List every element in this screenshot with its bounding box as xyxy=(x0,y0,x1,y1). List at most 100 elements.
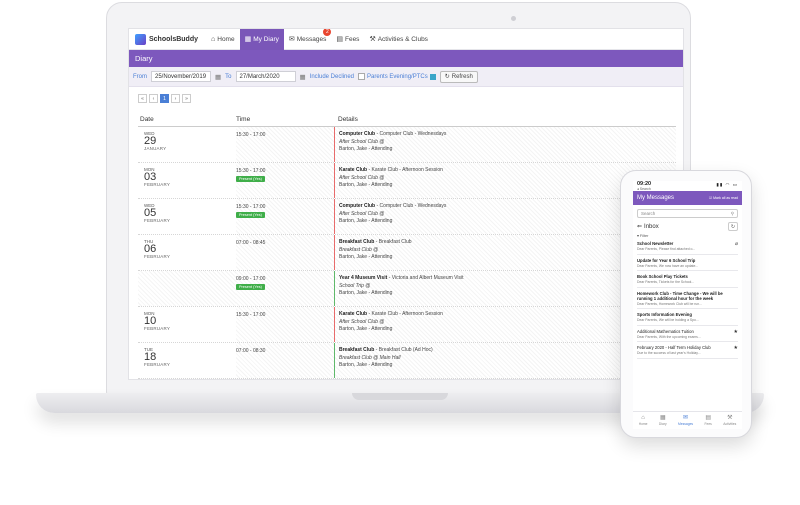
messages-title: My Messages xyxy=(637,195,675,201)
event-location: School Trip @ xyxy=(339,282,371,289)
search-icon: ⚲ xyxy=(730,210,734,216)
event-title[interactable]: Year 4 Museum Visit xyxy=(339,275,388,281)
paperclip-icon: ⌀ xyxy=(734,241,738,247)
mark-all-read-button[interactable]: ☑ Mark all as read xyxy=(709,196,738,200)
event-title[interactable]: Breakfast Club xyxy=(339,347,375,353)
table-row[interactable]: TUE 18 FEBRUARY 07:00 - 08:30 Breakfast Club… xyxy=(138,343,676,379)
message-title: Sports Information Evening xyxy=(637,312,692,317)
weekday: TUE xyxy=(144,347,153,352)
table-row[interactable]: 09:00 - 17:00 Present (Yes) Year 4 Museum … xyxy=(138,271,676,307)
table-body: WED 29 JANUARY 15:30 - 17:00 Computer Club -… xyxy=(138,127,676,379)
star-icon[interactable]: ★ xyxy=(733,328,738,335)
laptop-notch xyxy=(352,393,448,400)
message-item[interactable]: Homework Club - Time Change - We will be… xyxy=(637,288,738,309)
page-button[interactable]: ‹ xyxy=(149,94,158,103)
message-preview: Dear Parents, Tickets for the School... xyxy=(637,280,695,284)
details-cell: Karate Club - Karate Club - Afternoon Se… xyxy=(334,163,676,198)
tab-bar: ⌂ Home ▦ Diary ✉ Messages ▤ Fees ⚒ Activities xyxy=(633,411,742,429)
nav-my-diary[interactable]: ▦ My Diary xyxy=(239,29,284,50)
status-bar: 09:20 ◂ Search ▮▮ ◠ ▭ xyxy=(633,181,742,191)
include-declined-label[interactable]: Include Declined xyxy=(309,73,355,80)
weekday: MON xyxy=(144,311,155,316)
weekday: MON xyxy=(144,167,155,172)
brand[interactable]: SchoolsBuddy xyxy=(135,33,198,45)
nav-fees[interactable]: ▤ Fees xyxy=(331,29,364,50)
month-name: FEBRUARY xyxy=(144,362,171,367)
nav-activities-clubs[interactable]: ⚒ Activities & Clubs xyxy=(364,29,433,50)
parents-evening-toggle[interactable]: Parents Evening/PTCs xyxy=(358,73,436,80)
event-description: - Breakfast Club (Ad Hoc) xyxy=(374,347,433,353)
attendee: Barton, Jake - Attending xyxy=(339,290,393,296)
table-row[interactable]: THU 06 FEBRUARY 07:00 - 08:45 Breakfast Club… xyxy=(138,235,676,271)
activities-icon: ⚒ xyxy=(727,415,733,421)
time-cell: 15:30 - 17:00 xyxy=(236,127,334,162)
refresh-button[interactable]: ↻ xyxy=(728,222,738,231)
event-title[interactable]: Karate Club xyxy=(339,311,368,317)
star-icon[interactable]: ★ xyxy=(733,345,738,351)
event-location: After School Club @ xyxy=(339,318,385,325)
event-title[interactable]: Computer Club xyxy=(339,131,376,137)
date-cell: WED 29 JANUARY xyxy=(138,127,236,162)
tab-fees[interactable]: ▤ Fees xyxy=(705,415,712,426)
calendar-icon[interactable]: ▦ xyxy=(215,73,222,81)
time-range: 15:30 - 17:00 xyxy=(236,312,266,318)
day-number: 18 xyxy=(144,351,157,363)
laptop-screen: SchoolsBuddy ⌂ Home ▦ My Diary ✉ Messages 2 ▤ Fe… xyxy=(128,28,684,380)
status-time: 09:20 xyxy=(637,181,652,187)
message-item[interactable]: Book School Play Tickets Dear Parents, Ti… xyxy=(637,271,738,288)
parents-evening-checkbox[interactable] xyxy=(358,73,366,80)
status-icons: ▮▮ ◠ ▭ xyxy=(716,182,738,187)
nav-home[interactable]: ⌂ Home xyxy=(206,29,240,50)
present-badge: Present (Yes) xyxy=(236,284,265,290)
page-button[interactable]: « xyxy=(138,94,147,103)
day-number: 29 xyxy=(144,135,157,147)
to-date-value: 27/March/2020 xyxy=(239,73,280,80)
filter-button[interactable]: ▾ Filter xyxy=(637,233,738,239)
message-item[interactable]: School Newsletter Dear Parents, Please fi… xyxy=(637,238,738,255)
page-button[interactable]: › xyxy=(171,94,180,103)
event-title[interactable]: Computer Club xyxy=(339,203,376,209)
message-item[interactable]: Update for Year 6 School Trip Dear Parent… xyxy=(637,255,738,271)
message-preview: Dear Parents, We will be holding a Spo..… xyxy=(637,318,699,322)
folder-bar: ⇐ Inbox ↻ xyxy=(637,221,738,232)
event-location: After School Club @ xyxy=(339,138,385,145)
refresh-button[interactable]: ↻ Refresh xyxy=(439,70,478,83)
message-item[interactable]: Additional Mathematics Tuition Dear Paren… xyxy=(637,326,738,342)
tab-home[interactable]: ⌂ Home xyxy=(639,415,648,426)
calendar-icon[interactable]: ▦ xyxy=(299,73,306,81)
message-item[interactable]: February 2020 - Half Term Holiday Club Du… xyxy=(637,342,738,359)
phone-screen: 09:20 ◂ Search ▮▮ ◠ ▭ My Messages ☑ Mark… xyxy=(633,181,742,429)
page-title: Diary xyxy=(135,54,153,63)
parents-evening-label: Parents Evening/PTCs xyxy=(367,73,428,80)
tab-activities[interactable]: ⚒ Activities xyxy=(723,415,736,426)
envelope-icon: ✉ xyxy=(683,415,689,421)
table-row[interactable]: MON 03 FEBRUARY 15:30 - 17:00 Present (Yes) K… xyxy=(138,163,676,199)
page-button[interactable]: 1 xyxy=(160,94,169,103)
time-cell: 15:30 - 17:00 Present (Yes) xyxy=(236,199,334,234)
tab-messages[interactable]: ✉ Messages xyxy=(678,415,693,426)
attendee: Barton, Jake - Attending xyxy=(339,362,393,368)
message-preview: Dear Parents, With the upcoming exams... xyxy=(637,334,701,339)
mark-all-read-label: Mark all as read xyxy=(713,196,738,200)
search-input[interactable]: Search ⚲ xyxy=(637,209,738,218)
message-item[interactable]: Sports Information Evening Dear Parents, … xyxy=(637,309,738,326)
date-cell xyxy=(138,271,236,306)
tab-diary[interactable]: ▦ Diary xyxy=(659,415,667,426)
to-date-input[interactable]: 27/March/2020 xyxy=(235,71,296,82)
schoolsbuddy-logo-icon xyxy=(135,33,146,45)
fees-icon: ▤ xyxy=(336,35,343,43)
nav-messages[interactable]: ✉ Messages 2 xyxy=(284,29,332,50)
event-location: After School Club @ xyxy=(339,174,385,181)
filter-label: Filter xyxy=(639,233,649,238)
time-range: 07:00 - 08:45 xyxy=(236,240,266,246)
attendee: Barton, Jake - Attending xyxy=(339,254,393,260)
table-row[interactable]: WED 29 JANUARY 15:30 - 17:00 Computer Club -… xyxy=(138,127,676,163)
page-button[interactable]: » xyxy=(182,94,191,103)
from-date-input[interactable]: 25/November/2019 xyxy=(151,71,211,82)
event-title[interactable]: Karate Club xyxy=(339,167,368,173)
event-title[interactable]: Breakfast Club xyxy=(339,239,375,245)
back-to-search[interactable]: ◂ Search xyxy=(637,187,651,191)
table-row[interactable]: WED 05 FEBRUARY 15:30 - 17:00 Present (Yes) C… xyxy=(138,199,676,235)
folder-selector[interactable]: ⇐ Inbox xyxy=(637,223,659,231)
table-row[interactable]: MON 10 FEBRUARY 15:30 - 17:00 Karate Club - … xyxy=(138,307,676,343)
